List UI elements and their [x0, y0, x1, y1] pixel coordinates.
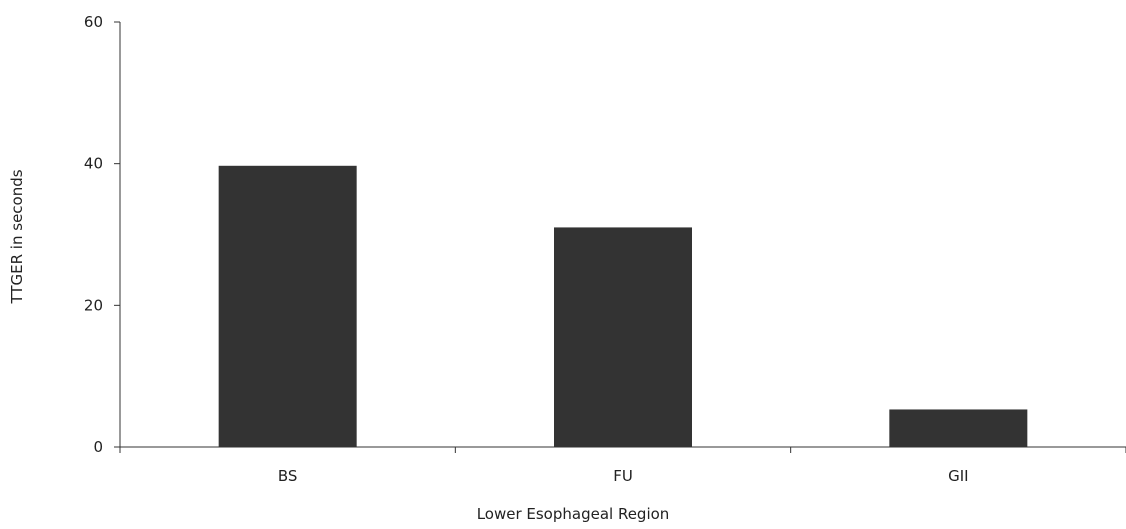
x-tick-label: BS: [278, 467, 298, 485]
y-tick-label: 40: [84, 155, 103, 173]
x-axis-title: Lower Esophageal Region: [477, 505, 670, 523]
x-tick-label: GII: [948, 467, 968, 485]
bar-bs: [218, 165, 357, 447]
y-axis-title: TTGER in seconds: [8, 169, 26, 304]
bars-group: [218, 165, 1028, 447]
y-tick-label: 0: [93, 438, 103, 456]
bar-gii: [889, 409, 1028, 447]
y-tick-label: 20: [84, 296, 103, 314]
x-tick-label: FU: [613, 467, 633, 485]
y-tick-label: 60: [84, 13, 103, 31]
x-ticks-group: BS FU GII: [119, 447, 1126, 485]
y-ticks-group: 0 20 40 60: [84, 13, 120, 456]
axes-group: [119, 22, 1126, 448]
bar-fu: [554, 227, 692, 447]
